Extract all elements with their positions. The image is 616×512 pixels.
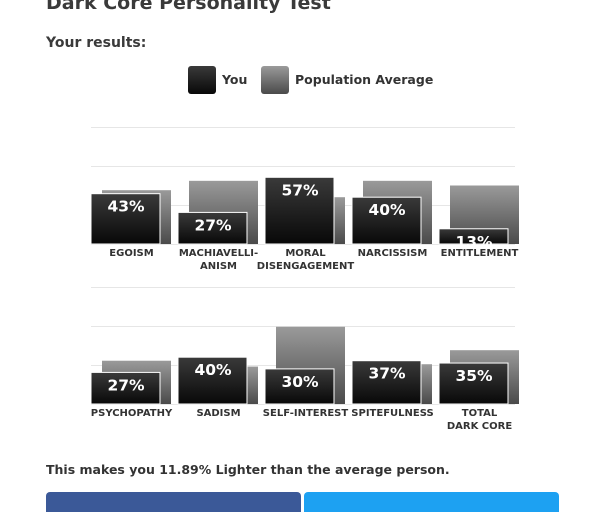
you-bar-1-4	[438, 362, 509, 405]
results-charts: 43% EGOISM 27% MACHIAVELLI- ANISM 57% MORAL DIS…	[90, 127, 519, 432]
you-bar-1-0	[90, 371, 161, 405]
value-label-1-0: 27%	[107, 376, 145, 394]
category-label-0-4-0: ENTITLEMENT	[441, 248, 519, 259]
legend-label-you: You	[222, 72, 248, 87]
value-label-0-0: 43%	[107, 198, 145, 216]
you-bar-0-0	[90, 193, 161, 245]
category-label-1-4-1: DARK CORE	[447, 421, 513, 432]
value-label-0-1: 27%	[194, 216, 232, 234]
share-twitter-button[interactable]	[304, 492, 559, 512]
category-label-0-1-0: MACHIAVELLI-	[179, 248, 258, 259]
category-label-1-1-0: SADISM	[196, 408, 240, 419]
you-bar-0-4	[438, 228, 509, 245]
category-label-1-3-0: SPITEFULNESS	[351, 408, 433, 419]
value-label-1-2: 30%	[281, 373, 319, 391]
category-label-0-3-0: NARCISSISM	[358, 248, 428, 259]
value-label-1-4: 35%	[455, 367, 493, 385]
legend-label-population: Population Average	[295, 72, 434, 87]
share-facebook-button[interactable]	[46, 492, 301, 512]
category-label-1-4-0: TOTAL	[462, 408, 498, 419]
value-label-1-3: 37%	[368, 365, 406, 383]
category-label-1-2-0: SELF-INTEREST	[263, 408, 349, 419]
category-label-0-0-0: EGOISM	[109, 248, 153, 259]
category-label-0-2-1: DISENGAGEMENT	[257, 261, 355, 272]
category-label-1-0-0: PSYCHOPATHY	[91, 408, 173, 419]
legend-swatch-population	[261, 66, 289, 94]
you-bar-0-2	[264, 176, 335, 245]
summary-text: This makes you 11.89% Lighter than the a…	[46, 462, 450, 477]
category-label-0-2-0: MORAL	[285, 248, 326, 259]
value-label-0-4: 13%	[455, 233, 493, 251]
value-label-0-2: 57%	[281, 181, 319, 199]
results-heading: Your results:	[46, 35, 147, 51]
you-bar-1-2	[264, 368, 335, 405]
category-label-0-1-1: ANISM	[200, 261, 237, 272]
you-bar-1-3	[351, 360, 422, 405]
you-bar-0-3	[351, 196, 422, 245]
value-label-0-3: 40%	[368, 201, 406, 219]
you-bar-1-1	[177, 356, 248, 405]
legend-swatch-you	[188, 66, 216, 94]
page-title: Dark Core Personality Test	[46, 0, 331, 14]
value-label-1-1: 40%	[194, 361, 232, 379]
you-bar-0-1	[177, 211, 248, 245]
